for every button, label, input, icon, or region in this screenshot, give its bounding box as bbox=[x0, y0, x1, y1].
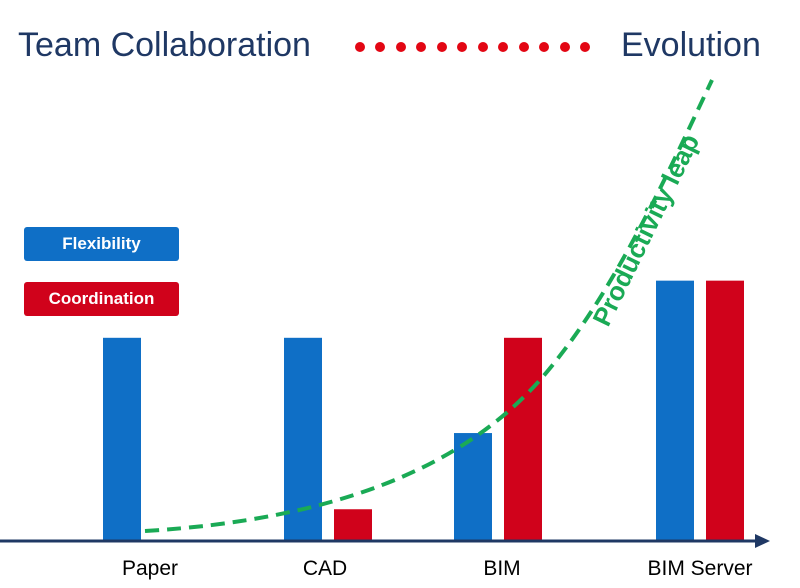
title-right: Evolution bbox=[621, 26, 761, 64]
dot bbox=[416, 42, 427, 52]
category-label: BIM bbox=[483, 557, 520, 580]
category-label: Paper bbox=[122, 557, 178, 580]
dot bbox=[518, 42, 529, 52]
dot bbox=[395, 42, 406, 52]
legend-coordination: Coordination bbox=[24, 282, 179, 316]
dot bbox=[355, 42, 365, 52]
dot bbox=[375, 42, 386, 52]
category-label: CAD bbox=[303, 557, 347, 580]
x-axis-arrow bbox=[755, 534, 770, 548]
bar-flexibility-bim-server bbox=[656, 280, 694, 541]
category-label: BIM Server bbox=[647, 557, 752, 580]
dot bbox=[477, 42, 488, 52]
dot bbox=[436, 42, 447, 52]
legend-flexibility: Flexibility bbox=[24, 227, 179, 261]
title-left: Team Collaboration bbox=[18, 26, 311, 64]
dot bbox=[539, 42, 550, 52]
bar-coordination-bim bbox=[504, 337, 542, 541]
productivity-curve bbox=[144, 79, 714, 533]
bar-coordination-bim-server bbox=[706, 280, 744, 541]
dotted-connector bbox=[355, 40, 590, 54]
bar-flexibility-paper bbox=[103, 337, 141, 541]
dot bbox=[559, 42, 570, 52]
bar-flexibility-bim bbox=[454, 433, 492, 541]
dot bbox=[457, 42, 468, 52]
dot bbox=[579, 42, 590, 52]
dot bbox=[498, 42, 509, 52]
bar-coordination-cad bbox=[334, 509, 372, 541]
